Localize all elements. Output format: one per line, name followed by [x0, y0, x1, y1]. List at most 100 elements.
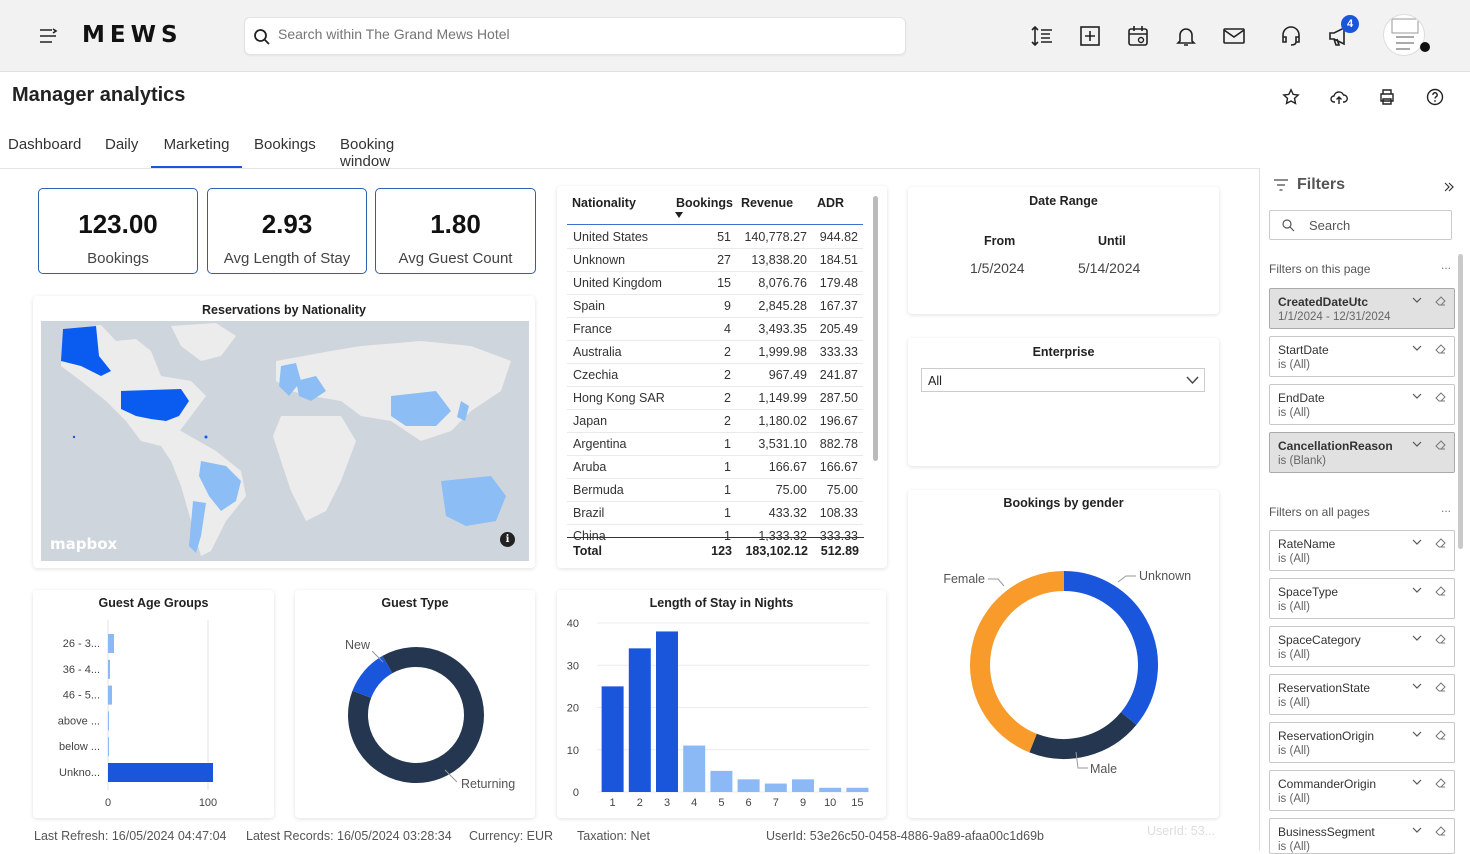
chevron-down-icon[interactable]: [1412, 295, 1422, 305]
leader-line: [371, 650, 384, 663]
print-icon[interactable]: [1378, 88, 1396, 106]
column-header[interactable]: Nationality: [572, 196, 636, 210]
table-row[interactable]: Spain 9 2,845.28 167.37: [567, 295, 863, 318]
table-row[interactable]: United States 51 140,778.27 944.82: [567, 226, 863, 249]
calendar-icon[interactable]: [1126, 24, 1150, 48]
chevron-down-icon[interactable]: [1412, 585, 1422, 595]
clear-filter-icon[interactable]: [1435, 681, 1446, 692]
bell-icon[interactable]: [1174, 24, 1198, 48]
more-options[interactable]: ...: [1441, 501, 1452, 515]
nationality-map[interactable]: [41, 321, 529, 561]
info-icon[interactable]: i: [500, 532, 515, 547]
filter-name: CancellationReason: [1278, 439, 1393, 453]
tick-label: 10: [824, 797, 836, 809]
column-header[interactable]: ADR: [817, 196, 845, 210]
chevron-down-icon[interactable]: [1412, 343, 1422, 353]
clear-filter-icon[interactable]: [1435, 439, 1446, 450]
upload-cloud-icon[interactable]: [1330, 88, 1348, 106]
chevron-down-icon[interactable]: [1412, 439, 1422, 449]
age-bar-chart[interactable]: 26 - 3... 36 - 4... 46 - 5... above ... belo…: [33, 590, 274, 818]
table-row[interactable]: Argentina 1 3,531.10 882.78: [567, 433, 863, 456]
mews-logo[interactable]: MEWS: [82, 22, 183, 48]
tab-bookings[interactable]: Bookings: [254, 136, 316, 153]
filter-value: is (All): [1278, 407, 1310, 419]
filter-card[interactable]: BusinessSegment is (All): [1269, 818, 1455, 854]
star-icon[interactable]: [1282, 88, 1300, 106]
chevron-down-icon[interactable]: [1412, 537, 1422, 547]
filter-card[interactable]: CancellationReason is (Blank): [1269, 432, 1455, 473]
chevron-down-icon[interactable]: [1412, 825, 1422, 835]
clear-filter-icon[interactable]: [1435, 391, 1446, 402]
chevron-down-icon[interactable]: [1412, 391, 1422, 401]
table-cell: 205.49: [819, 322, 858, 336]
search-input[interactable]: [278, 26, 878, 42]
filter-card[interactable]: SpaceType is (All): [1269, 578, 1455, 619]
chevron-down-icon[interactable]: [1412, 777, 1422, 787]
filter-card[interactable]: EndDate is (All): [1269, 384, 1455, 425]
filter-card[interactable]: SpaceCategory is (All): [1269, 626, 1455, 667]
chevron-down-icon[interactable]: [1412, 633, 1422, 643]
table-row[interactable]: Hong Kong SAR 2 1,149.99 287.50: [567, 387, 863, 410]
chevron-down-icon[interactable]: [1412, 729, 1422, 739]
search-box[interactable]: [244, 17, 906, 55]
bar: [846, 787, 869, 792]
tab-marketing[interactable]: Marketing: [151, 136, 242, 168]
avatar[interactable]: [1383, 14, 1425, 56]
mail-icon[interactable]: [1222, 24, 1246, 48]
mapbox-attribution[interactable]: mapbox: [50, 535, 118, 553]
leader-line: [988, 578, 1005, 587]
table-row[interactable]: Unknown 27 13,838.20 184.51: [567, 249, 863, 272]
tab-dashboard[interactable]: Dashboard: [8, 136, 82, 153]
enterprise-select[interactable]: All: [921, 368, 1205, 392]
chevron-down-icon[interactable]: [1412, 681, 1422, 691]
length-of-stay-bar-chart[interactable]: 0 10 20 30 40 1 2 3 4 5 6 7 9 10 15: [557, 590, 886, 818]
table-row[interactable]: China 1 1,333.32 333.33: [567, 525, 863, 541]
tab-booking-window[interactable]: Booking window: [340, 136, 395, 170]
filters-search[interactable]: Search: [1269, 210, 1452, 240]
table-row[interactable]: Japan 2 1,180.02 196.67: [567, 410, 863, 433]
clear-filter-icon[interactable]: [1435, 633, 1446, 644]
clear-filter-icon[interactable]: [1435, 537, 1446, 548]
column-header[interactable]: Revenue: [741, 196, 794, 210]
clear-filter-icon[interactable]: [1435, 729, 1446, 740]
filter-name: ReservationOrigin: [1278, 729, 1375, 743]
filter-card[interactable]: StartDate is (All): [1269, 336, 1455, 377]
clear-filter-icon[interactable]: [1435, 777, 1446, 788]
top-bar: MEWS 4: [0, 0, 1470, 72]
table-row[interactable]: France 4 3,493.35 205.49: [567, 318, 863, 341]
filters-scrollbar[interactable]: [1458, 254, 1463, 549]
clear-filter-icon[interactable]: [1435, 585, 1446, 596]
gender-donut-chart[interactable]: Unknown Male Female: [908, 490, 1219, 818]
column-header[interactable]: Bookings: [676, 196, 733, 210]
filter-card[interactable]: RateName is (All): [1269, 530, 1455, 571]
clear-filter-icon[interactable]: [1435, 825, 1446, 836]
megaphone-icon[interactable]: [1327, 24, 1351, 48]
until-date[interactable]: 5/14/2024: [1078, 260, 1141, 276]
table-row[interactable]: United Kingdom 15 8,076.76 179.48: [567, 272, 863, 295]
clear-filter-icon[interactable]: [1435, 343, 1446, 354]
filter-name: CreatedDateUtc: [1278, 295, 1369, 309]
more-options[interactable]: ...: [1441, 258, 1452, 272]
table-row[interactable]: Bermuda 1 75.00 75.00: [567, 479, 863, 502]
table-row[interactable]: Brazil 1 433.32 108.33: [567, 502, 863, 525]
filter-card[interactable]: ReservationOrigin is (All): [1269, 722, 1455, 763]
filter-card[interactable]: ReservationState is (All): [1269, 674, 1455, 715]
table-row[interactable]: Czechia 2 967.49 241.87: [567, 364, 863, 387]
menu-icon[interactable]: [38, 26, 58, 46]
help-icon[interactable]: [1426, 88, 1444, 106]
guest-type-donut-chart[interactable]: New Returning: [295, 590, 535, 818]
table-scrollbar[interactable]: [873, 196, 878, 461]
headset-icon[interactable]: [1279, 24, 1303, 48]
from-date[interactable]: 1/5/2024: [970, 260, 1025, 276]
filter-card[interactable]: CommanderOrigin is (All): [1269, 770, 1455, 811]
add-icon[interactable]: [1078, 24, 1102, 48]
tab-daily[interactable]: Daily: [105, 136, 139, 153]
bar: [764, 783, 787, 792]
table-row[interactable]: Australia 2 1,999.98 333.33: [567, 341, 863, 364]
clear-filter-icon[interactable]: [1435, 295, 1446, 306]
filter-card[interactable]: CreatedDateUtc 1/1/2024 - 12/31/2024: [1269, 288, 1455, 329]
table-row[interactable]: Aruba 1 166.67 166.67: [567, 456, 863, 479]
bar: [108, 737, 109, 757]
collapse-icon[interactable]: [1444, 182, 1454, 192]
sort-icon[interactable]: [1030, 24, 1054, 48]
